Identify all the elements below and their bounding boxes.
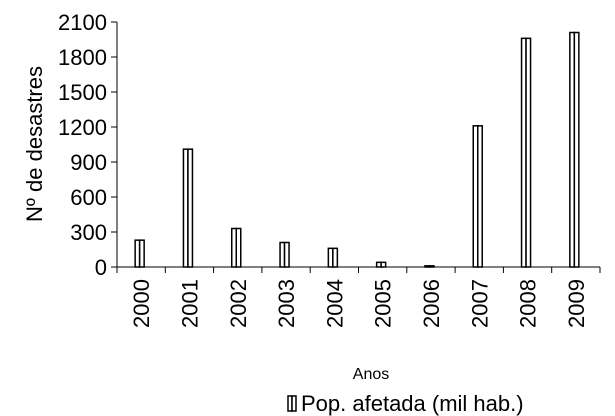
legend-label: Pop. afetada (mil hab.) [301, 391, 524, 416]
bar [231, 227, 242, 268]
y-tick-label: 1800 [58, 45, 107, 70]
legend: Pop. afetada (mil hab.) [287, 391, 524, 416]
y-tick-label: 300 [70, 220, 107, 245]
bars-group [134, 31, 580, 268]
bar-right-column [477, 125, 483, 268]
bar-right-column [138, 239, 145, 268]
bar [520, 37, 532, 268]
x-tick-label: 2004 [322, 279, 347, 328]
x-tick-label: 2003 [274, 279, 299, 328]
x-tick-label: 2006 [419, 279, 444, 328]
y-tick-label: 2100 [58, 10, 107, 35]
x-tick-label: 2008 [516, 279, 541, 328]
x-tick-label: 2009 [564, 279, 589, 328]
x-tick-label: 2005 [371, 279, 396, 328]
y-tick-label: 1200 [58, 115, 107, 140]
x-ticks-group: 2000 2001 2002 2003 2004 2005 2006 2007 2008 2009 [116, 267, 601, 328]
y-tick-label: 900 [70, 150, 107, 175]
bar [182, 148, 194, 268]
y-tick-label: 600 [70, 185, 107, 210]
bar [134, 239, 145, 268]
x-tick-label: 2007 [467, 279, 492, 328]
x-tick-label: 2001 [177, 279, 202, 328]
y-ticks-group: 0 300 600 900 1200 1500 1800 2100 [58, 10, 117, 280]
y-tick-label: 0 [95, 255, 107, 280]
x-tick-label: 2002 [226, 279, 251, 328]
x-tick-label: 2000 [129, 279, 154, 328]
bar-right-column [525, 37, 532, 268]
bar-right-column [187, 148, 194, 268]
bar-right-column [380, 261, 387, 268]
x-axis-title: Anos [353, 366, 389, 383]
bar [569, 31, 580, 268]
bar [279, 241, 290, 268]
y-axis-title: Nº de desastres [22, 66, 47, 222]
bar-right-column [283, 241, 290, 268]
bar [327, 247, 339, 268]
bar-right-column [332, 247, 339, 268]
bar-right-column [573, 31, 580, 268]
y-tick-label: 1500 [58, 80, 107, 105]
bar-right-column [235, 227, 242, 268]
bar [375, 261, 387, 268]
legend-swatch [287, 395, 297, 412]
bar [472, 125, 483, 268]
